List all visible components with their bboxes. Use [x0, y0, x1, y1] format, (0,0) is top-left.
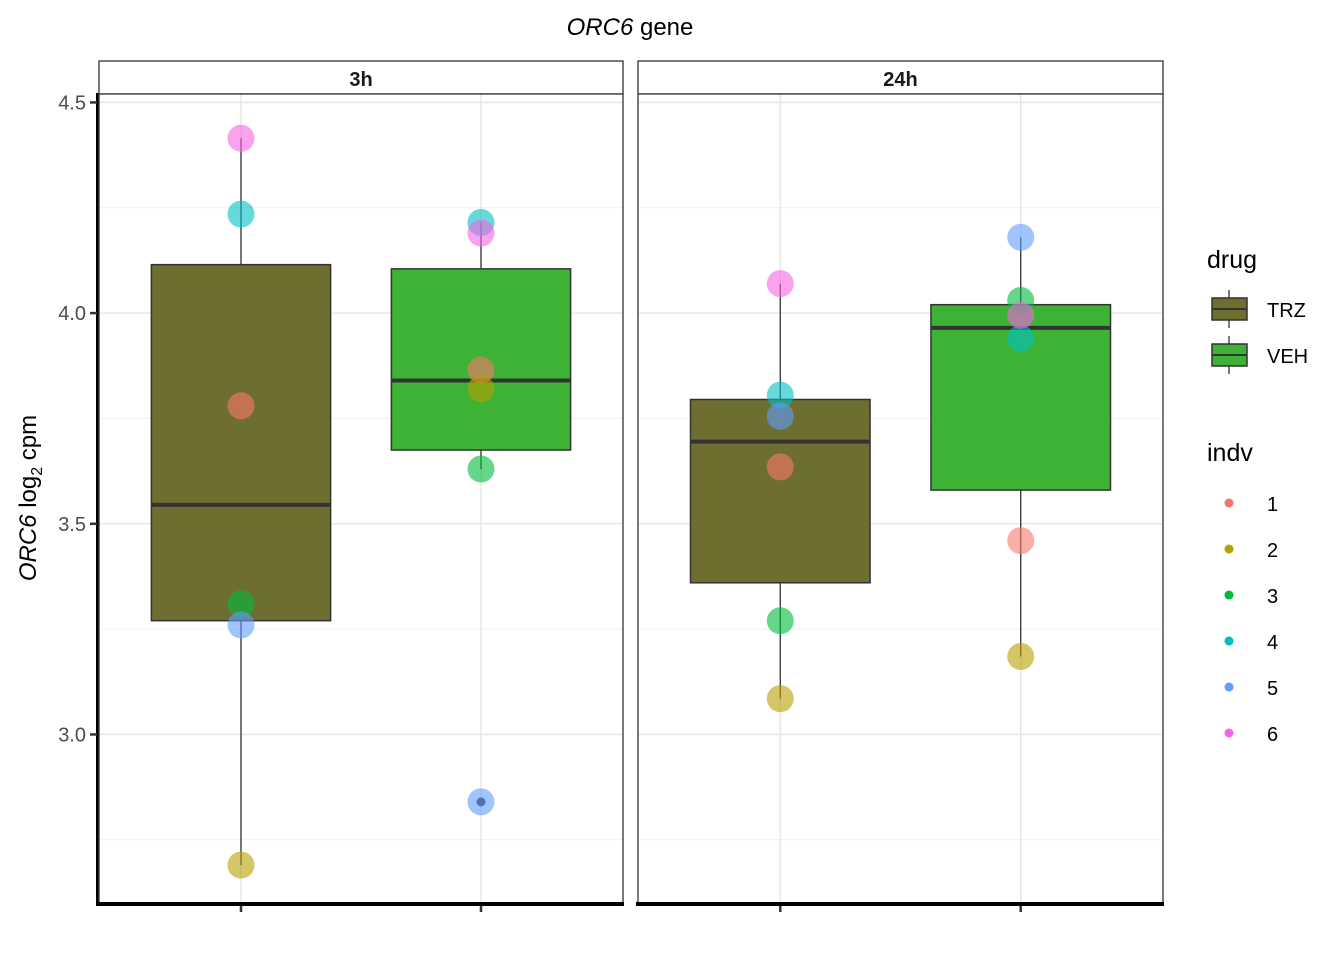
data-point-indv-6: [766, 270, 794, 298]
legend-label-indv-6: 6: [1267, 724, 1278, 746]
legend-key-indv-3: 3: [1224, 586, 1278, 608]
data-point-indv-3: [766, 607, 794, 635]
facet-strip-label: 24h: [883, 69, 917, 91]
data-point-indv-3: [227, 590, 255, 618]
box-veh: [930, 223, 1112, 671]
y-axis-title-sub: 2: [29, 467, 46, 476]
facet-panel-24h: 24h: [636, 60, 1164, 912]
legend: drug TRZ VEH indv 1 2 3 4 5 6: [1207, 246, 1308, 746]
data-point-indv-1: [467, 356, 495, 384]
data-point-indv-2: [467, 375, 495, 403]
data-point-indv-3: [467, 455, 495, 483]
data-point-indv-1: [227, 392, 255, 420]
y-tick-label: 4.0: [58, 303, 86, 325]
data-point-indv-4: [766, 381, 794, 409]
data-point-indv-6: [1007, 301, 1035, 329]
legend-label-veh: VEH: [1267, 346, 1308, 368]
legend-key-indv-5: 5: [1224, 678, 1278, 700]
legend-key-dot: [1224, 682, 1234, 692]
facet-strip: [98, 60, 624, 95]
legend-drug-title: drug: [1207, 246, 1257, 274]
data-point-indv-4: [1007, 324, 1035, 352]
data-point-indv-5: [227, 611, 255, 639]
chart-title-rest: gene: [633, 14, 693, 41]
data-point-indv-2: [1007, 643, 1035, 671]
facet-panel-3h: 3h: [97, 60, 624, 912]
box-trz: [689, 270, 871, 713]
data-point-indv-2: [766, 685, 794, 713]
y-axis-title: ORC6 log2 cpm: [15, 415, 46, 581]
legend-label-indv-3: 3: [1267, 586, 1278, 608]
legend-key-veh: VEH: [1211, 336, 1308, 374]
legend-key-indv-2: 2: [1224, 540, 1278, 562]
y-tick-label: 3.0: [58, 724, 86, 746]
data-point-indv-5: [766, 402, 794, 430]
legend-label-indv-2: 2: [1267, 540, 1278, 562]
legend-key-dot: [1224, 544, 1234, 554]
data-point-indv-5: [1007, 223, 1035, 251]
data-point-indv-6: [467, 219, 495, 247]
legend-label-indv-4: 4: [1267, 632, 1278, 654]
data-point-indv-2: [227, 851, 255, 879]
legend-key-indv-6: 6: [1224, 724, 1278, 746]
chart-title: ORC6 gene: [567, 14, 694, 41]
y-axis: 3.0 3.5 4.0 4.5: [58, 92, 100, 906]
data-point-indv-1: [1007, 527, 1035, 555]
legend-label-indv-1: 1: [1267, 494, 1278, 516]
legend-label-trz: TRZ: [1267, 300, 1306, 322]
legend-key-indv-1: 1: [1224, 494, 1278, 516]
box-body: [150, 263, 332, 622]
box-veh: [390, 209, 572, 816]
chart-title-gene: ORC6: [567, 14, 634, 41]
legend-key-dot: [1224, 636, 1234, 646]
y-axis-title-gene: ORC6: [15, 514, 42, 581]
y-axis-title-rest: cpm: [15, 415, 42, 467]
legend-key-dot: [1224, 590, 1234, 600]
box-trz: [150, 124, 332, 879]
legend-key-trz: TRZ: [1211, 290, 1306, 328]
y-tick-label: 3.5: [58, 514, 86, 536]
y-tick-label: 4.5: [58, 92, 86, 114]
legend-indv-keys: 1 2 3 4 5 6: [1224, 494, 1278, 746]
data-point-indv-4: [227, 200, 255, 228]
box-body: [689, 398, 871, 584]
legend-indv-title: indv: [1207, 439, 1253, 467]
data-point-indv-1: [766, 453, 794, 481]
legend-key-dot: [1224, 498, 1234, 508]
facet-panels: 3h 24h: [97, 60, 1164, 912]
data-point-indv-6: [227, 124, 255, 152]
legend-drug-keys: TRZ VEH: [1211, 290, 1308, 374]
legend-key-dot: [1224, 728, 1234, 738]
legend-label-indv-5: 5: [1267, 678, 1278, 700]
facet-strip-label: 3h: [349, 69, 372, 91]
data-point-indv-5: [467, 788, 495, 816]
y-axis-title-log: log: [15, 476, 42, 515]
legend-key-indv-4: 4: [1224, 632, 1278, 654]
facet-strip: [637, 60, 1164, 95]
